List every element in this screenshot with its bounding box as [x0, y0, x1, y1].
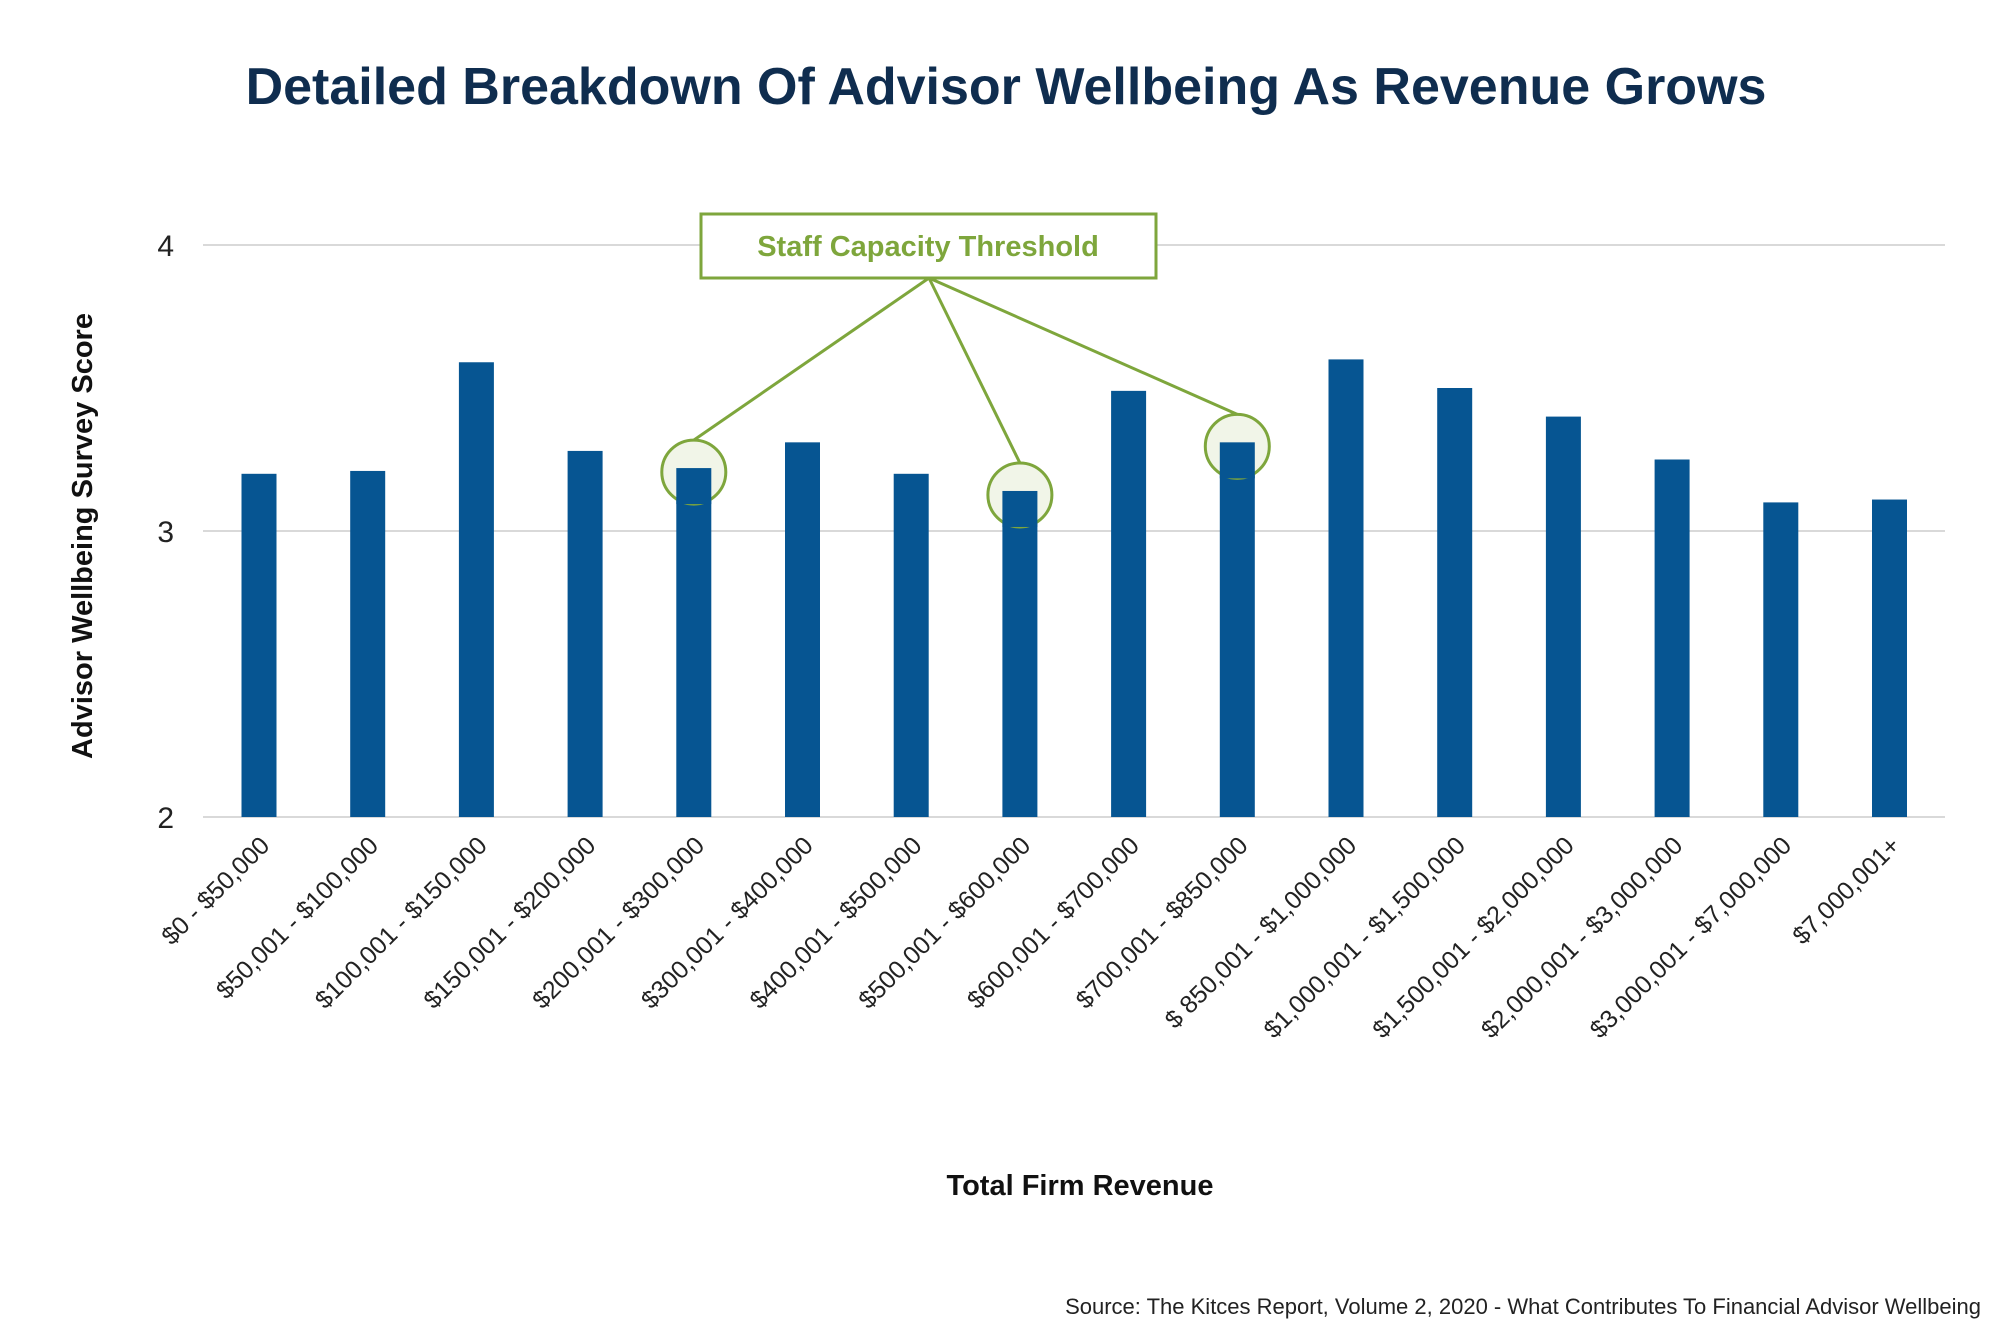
annotation-box	[699, 212, 1158, 280]
y-tick-label: 4	[157, 230, 174, 263]
source-note: Source: The Kitces Report, Volume 2, 202…	[1065, 1294, 1981, 1319]
annotation-leader-line	[927, 277, 1022, 464]
x-tick-label: $2,000,001 - $3,000,000	[1476, 831, 1688, 1043]
annotation-leader-line	[928, 276, 1238, 416]
bar-overlay	[1002, 490, 1038, 527]
annotation-leader-line	[692, 276, 930, 442]
x-tick-label: $7,000,001+	[1787, 831, 1906, 950]
chart-title: Detailed Breakdown Of Advisor Wellbeing …	[246, 58, 1767, 116]
bar	[458, 362, 494, 817]
bar	[241, 473, 277, 817]
bar	[1328, 359, 1364, 817]
bar	[1545, 416, 1581, 817]
bar	[785, 442, 820, 817]
bar	[1437, 388, 1473, 817]
y-tick-label: 2	[157, 802, 174, 835]
bar	[1219, 442, 1255, 817]
annotation-label: Staff Capacity Threshold	[757, 231, 1099, 263]
bar	[893, 473, 929, 817]
bar	[1872, 499, 1907, 817]
bar-overlay	[676, 468, 712, 505]
bar-overlay	[1219, 442, 1255, 479]
y-axis-label: Advisor Wellbeing Survey Score	[67, 313, 99, 759]
bar	[1654, 459, 1690, 817]
bar	[1763, 502, 1799, 817]
bar	[567, 450, 603, 817]
x-tick-label: $1,500,001 - $2,000,000	[1367, 831, 1579, 1043]
x-tick-label: $ 850,001 - $1,000,000	[1160, 831, 1363, 1034]
x-tick-label: $3,000,001 - $7,000,000	[1585, 831, 1797, 1043]
bar	[676, 468, 712, 817]
bar	[1111, 390, 1147, 817]
bar	[1002, 490, 1038, 817]
y-tick-label: 3	[157, 516, 174, 549]
x-axis-label: Total Firm Revenue	[947, 1170, 1214, 1202]
bar	[350, 470, 386, 817]
x-tick-label: $0 - $50,000	[156, 831, 275, 950]
x-tick-label: $1,000,001 - $1,500,000	[1258, 831, 1470, 1043]
